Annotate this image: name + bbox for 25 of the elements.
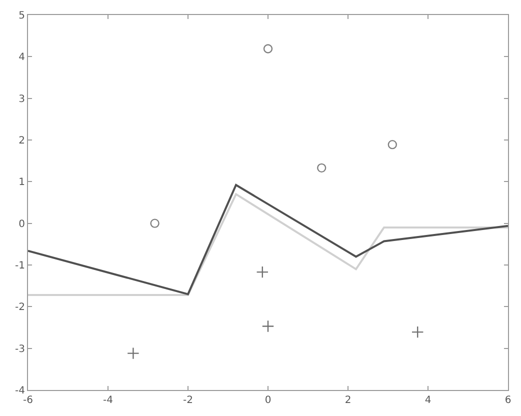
x-tick-label: 0 [264,395,272,406]
point [127,347,140,360]
y-tick-label: -4 [15,386,25,396]
y-tick-label: 4 [18,52,25,64]
y-tick-label: 3 [18,94,25,105]
point [411,326,424,338]
y-tick-label: -3 [15,344,25,355]
x-tick-label: -4 [103,395,113,406]
y-tick-label: 1 [18,177,25,188]
x-tick-label: -6 [23,395,33,406]
y-tick-label: -2 [15,302,25,314]
x-tick-label: 2 [344,395,352,406]
point [317,163,326,173]
point [256,266,269,278]
y-tick-label: 5 [18,10,25,22]
y-tick-label: 0 [18,218,25,230]
y-tick-label: -1 [15,260,25,272]
x-tick-label: -2 [183,395,193,406]
point [150,218,160,228]
point [262,320,274,332]
y-tick-label: 2 [18,136,25,146]
point [263,44,273,54]
x-tick-label: 4 [424,395,432,406]
x-tick-label: 6 [504,395,512,406]
point [388,140,397,150]
